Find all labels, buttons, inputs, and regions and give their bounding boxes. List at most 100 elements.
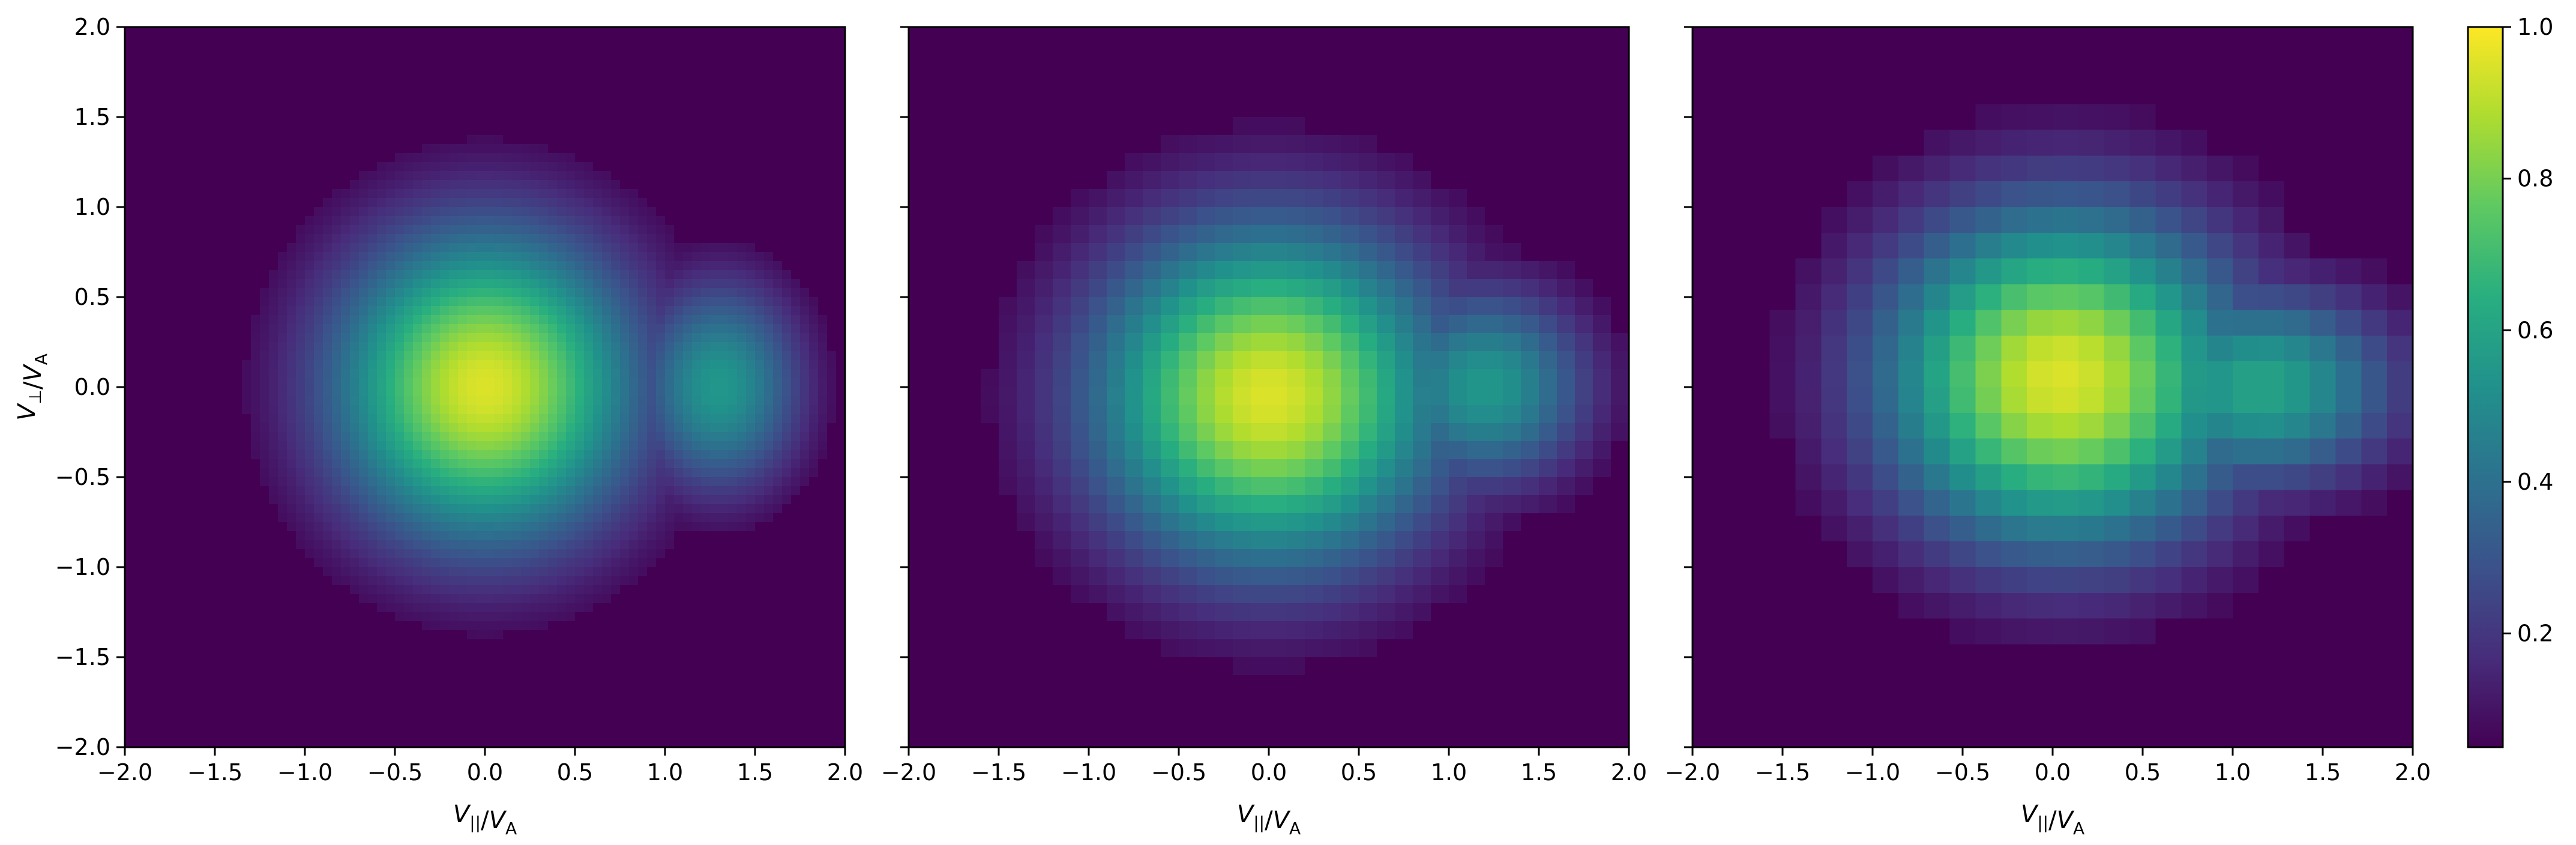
heatmap-cell [665,621,675,631]
heatmap-cell [485,594,495,604]
heatmap-cell [539,225,549,235]
heatmap-cell [161,288,170,298]
heatmap-cell [584,45,594,55]
heatmap-cell [206,306,215,316]
heatmap-cell [251,594,260,604]
heatmap-cell [683,108,693,118]
heatmap-cell [629,639,639,649]
heatmap-cell [215,585,224,595]
heatmap-cell [665,207,675,217]
heatmap-cell [395,288,405,298]
heatmap-cell [593,738,603,748]
heatmap-cell [629,378,639,388]
heatmap-cell [287,198,296,208]
heatmap-cell [638,567,648,577]
heatmap-cell [449,360,459,370]
heatmap-cell [530,675,540,685]
heatmap-cell [125,36,134,46]
heatmap-cell [458,612,468,622]
heatmap-cell [431,702,441,712]
heatmap-cell [503,432,513,442]
heatmap-cell [440,207,450,217]
heatmap-cell [512,450,522,460]
heatmap-cell [359,684,369,694]
heatmap-cell [359,117,369,127]
heatmap-cell [260,378,269,388]
heatmap-cell [296,351,305,361]
heatmap-cell [458,243,468,253]
heatmap-cell [206,558,215,568]
heatmap-cell [359,531,369,541]
heatmap-cell [458,603,468,613]
heatmap-cell [602,99,612,109]
heatmap-cell [611,297,621,307]
heatmap-cell [206,576,215,586]
heatmap-cell [656,135,666,145]
heatmap-cell [449,99,459,109]
heatmap-cell [269,54,278,64]
heatmap-cell [134,99,143,109]
heatmap-cell [341,270,351,280]
heatmap-cell [269,288,278,298]
heatmap-cell [512,558,522,568]
heatmap-cell [512,126,522,136]
heatmap-cell [134,558,143,568]
heatmap-cell [386,288,396,298]
heatmap-cell [458,468,468,478]
heatmap-cell [593,45,603,55]
heatmap-cell [323,117,333,127]
heatmap-cell [134,72,143,82]
heatmap-cell [629,81,639,91]
heatmap-cell [224,99,233,109]
heatmap-cell [413,288,423,298]
heatmap-cell [134,45,143,55]
heatmap-cell [440,27,450,37]
heatmap-cell [161,180,170,190]
heatmap-cell [656,378,666,388]
heatmap-cell [170,243,179,253]
heatmap-cell [647,630,657,640]
heatmap-cell [287,144,296,154]
heatmap-cell [314,360,324,370]
heatmap-cell [629,126,639,136]
heatmap-cell [152,72,161,82]
heatmap-cell [368,189,378,199]
heatmap-cell [602,171,612,181]
heatmap-cell [260,630,269,640]
heatmap-cell [431,126,441,136]
heatmap-cell [215,558,224,568]
heatmap-cell [593,369,603,379]
heatmap-cell [620,261,630,271]
heatmap-cell [341,720,351,730]
heatmap-cell [422,639,432,649]
heatmap-cell [449,513,459,523]
heatmap-cell [197,675,206,685]
heatmap-cell [467,162,477,172]
heatmap-cell [521,378,531,388]
heatmap-cell [548,342,558,352]
heatmap-cell [476,423,486,433]
heatmap-cell [512,288,522,298]
heatmap-cell [539,54,549,64]
heatmap-cell [179,378,188,388]
heatmap-cell [377,711,387,721]
heatmap-cell [368,234,378,244]
heatmap-cell [368,468,378,478]
heatmap-cell [431,306,441,316]
heatmap-cell [665,324,675,334]
heatmap-cell [611,738,621,748]
heatmap-cell [350,405,360,415]
heatmap-cell [134,27,143,37]
heatmap-cell [350,504,360,514]
heatmap-cell [620,108,630,118]
heatmap-cell [242,405,251,415]
heatmap-cell [260,387,269,397]
heatmap-cell [260,198,269,208]
heatmap-cell [431,558,441,568]
heatmap-cell [233,675,242,685]
heatmap-cell [125,540,134,550]
heatmap-cell [476,360,486,370]
heatmap-cell [233,504,242,514]
heatmap-cell [233,405,242,415]
heatmap-cell [296,153,305,163]
